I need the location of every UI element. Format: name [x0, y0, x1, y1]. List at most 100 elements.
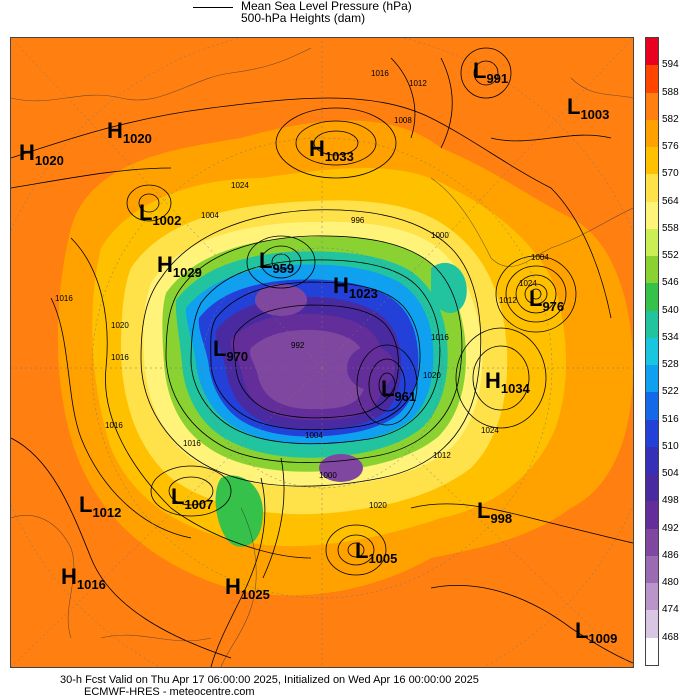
low-pressure-center: L1009: [575, 618, 617, 646]
colorbar-swatch: [646, 256, 658, 284]
height-fill-486: [249, 329, 367, 410]
height-fill-east-lobe: [431, 262, 467, 313]
low-pressure-center: L970: [213, 336, 248, 364]
low-pressure-center: L1012: [79, 492, 121, 520]
colorbar-swatch: [646, 310, 658, 338]
colorbar-swatch: [646, 337, 658, 365]
colorbar-swatch: [646, 119, 658, 147]
colorbar-tick-label: 588: [662, 86, 679, 98]
low-pressure-center: L976: [529, 286, 564, 314]
weather-map: 1016 1012 1008 1024 1004 996 1000 1016 1020 1016 1…: [10, 37, 634, 668]
isobar-value-label: 1016: [111, 353, 129, 362]
map-graticule: [11, 38, 633, 667]
colorbar-swatch: [646, 583, 658, 611]
legend-heights-label: 500-hPa Heights (dam): [241, 11, 366, 25]
height-colorbar: [645, 37, 659, 666]
colorbar-swatch: [646, 528, 658, 556]
colorbar-tick-label: 498: [662, 495, 679, 507]
isobar-lines: [11, 47, 633, 667]
colorbar-swatch: [646, 637, 658, 665]
isobar-value-label: 1016: [431, 333, 449, 342]
colorbar-swatch: [646, 283, 658, 311]
colorbar-swatch: [646, 474, 658, 502]
colorbar-tick-label: 576: [662, 141, 679, 153]
colorbar-tick-label: 468: [662, 631, 679, 643]
height-fill-south-lobe: [215, 475, 263, 547]
isobar-value-label: 1000: [319, 471, 337, 480]
map-legend: Mean Sea Level Pressure (hPa) 500-hPa He…: [193, 0, 493, 26]
isobar-value-label: 1020: [423, 371, 441, 380]
colorbar-tick-label: 474: [662, 604, 679, 616]
colorbar-tick-label: 516: [662, 413, 679, 425]
isobar-legend-line: [193, 7, 233, 8]
isobar-labels: 1016 1012 1008 1024 1004 996 1000 1016 1020 1016 1…: [55, 69, 549, 510]
height-fill-low-959: [255, 284, 307, 316]
colorbar-swatch: [646, 501, 658, 529]
colorbar-tick-label: 546: [662, 277, 679, 289]
colorbar-swatch: [646, 610, 658, 638]
colorbar-swatch: [646, 419, 658, 447]
isobar-value-label: 1012: [409, 79, 427, 88]
colorbar-swatch: [646, 65, 658, 93]
isobar-value-label: 1020: [369, 501, 387, 510]
height-fill-low-961: [347, 346, 395, 390]
high-pressure-center: H1025: [225, 574, 270, 602]
colorbar-swatch: [646, 446, 658, 474]
pressure-centers: H1020 H1020 H1033 L991 L1003 L1002 H1029 L959 H1…: [19, 58, 617, 646]
isobar-value-label: 1016: [371, 69, 389, 78]
colorbar-swatch: [646, 92, 658, 120]
colorbar-tick-label: 492: [662, 522, 679, 534]
coastlines: [11, 47, 633, 667]
colorbar-tick-label: 552: [662, 250, 679, 262]
colorbar-tick-label: 486: [662, 549, 679, 561]
low-pressure-center: L1002: [139, 200, 181, 228]
high-pressure-center: H1034: [485, 368, 531, 396]
height-fill-outer: [11, 298, 633, 667]
high-pressure-center: H1023: [333, 273, 378, 301]
isobar-value-label: 992: [291, 341, 305, 350]
colorbar-swatch: [646, 392, 658, 420]
colorbar-swatch: [646, 38, 658, 66]
isobar-value-label: 1004: [201, 211, 219, 220]
low-pressure-center: L1003: [567, 94, 609, 122]
low-pressure-center: L998: [477, 498, 512, 526]
high-pressure-center: H1033: [309, 136, 354, 164]
low-pressure-center: L961: [381, 376, 416, 404]
isobar-value-label: 1024: [519, 279, 537, 288]
colorbar-tick-label: 528: [662, 359, 679, 371]
colorbar-tick-label: 522: [662, 386, 679, 398]
legend-mslp-label: Mean Sea Level Pressure (hPa): [241, 0, 412, 13]
high-pressure-center: H1020: [107, 118, 152, 146]
isobar-value-label: 1016: [105, 421, 123, 430]
weather-map-canvas: 1016 1012 1008 1024 1004 996 1000 1016 1020 1016 1…: [11, 38, 633, 667]
high-pressure-center: H1020: [19, 140, 64, 168]
low-pressure-center: L959: [259, 248, 294, 276]
isobar-value-label: 1020: [111, 321, 129, 330]
colorbar-swatch: [646, 228, 658, 256]
isobar-value-label: 1000: [431, 231, 449, 240]
high-pressure-center: H1029: [157, 252, 202, 280]
high-pressure-center: H1016: [61, 564, 106, 592]
colorbar-tick-label: 558: [662, 222, 679, 234]
colorbar-tick-label: 582: [662, 113, 679, 125]
isobar-value-label: 1012: [433, 451, 451, 460]
colorbar-swatch: [646, 174, 658, 202]
height-fill-south: [319, 454, 363, 482]
isobar-value-label: 1024: [231, 181, 249, 190]
isobar-value-label: 1012: [499, 296, 517, 305]
isobar-value-label: 1004: [305, 431, 323, 440]
colorbar-tick-label: 534: [662, 331, 679, 343]
colorbar-tick-label: 510: [662, 440, 679, 452]
colorbar-tick-label: 504: [662, 468, 679, 480]
isobar-value-label: 1016: [183, 439, 201, 448]
colorbar-swatch: [646, 201, 658, 229]
colorbar-tick-label: 564: [662, 195, 679, 207]
forecast-valid-caption: 30-h Fcst Valid on Thu Apr 17 06:00:00 2…: [60, 674, 479, 686]
colorbar-tick-label: 570: [662, 168, 679, 180]
colorbar-swatch: [646, 365, 658, 393]
model-source-caption: ECMWF-HRES - meteocentre.com: [84, 686, 255, 698]
colorbar-tick-label: 540: [662, 304, 679, 316]
low-pressure-center: L1005: [355, 538, 397, 566]
colorbar-swatch: [646, 147, 658, 175]
colorbar-tick-label: 480: [662, 577, 679, 589]
